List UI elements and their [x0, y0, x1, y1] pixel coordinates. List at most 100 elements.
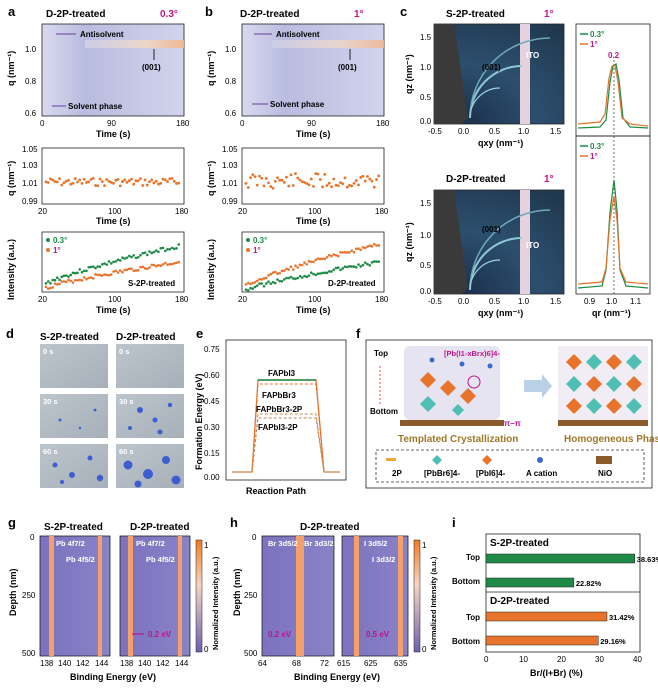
intensity-point: [334, 266, 338, 270]
panel-c-bottom-ito: [520, 190, 530, 294]
panel-f-arrow: [524, 374, 552, 398]
q-point: [175, 182, 178, 185]
intensity-point: [321, 271, 324, 275]
intensity-point: [316, 257, 320, 260]
intensity-point: [246, 281, 250, 285]
intensity-point: [246, 289, 250, 292]
panel-i-cat-1-0: Top: [466, 613, 480, 622]
q-point: [154, 179, 158, 183]
panel-b-legend-0: 0.3°: [253, 236, 267, 245]
intensity-point: [249, 282, 252, 286]
panel-g: g S-2P-treated D-2P-treated Pb 4f7/2 Pb …: [8, 515, 220, 682]
intensity-point: [280, 279, 284, 283]
intensity-point: [273, 270, 277, 274]
panel-g-peak-d-0: Pb 4f7/2: [136, 539, 165, 548]
q-point: [168, 177, 172, 181]
q-point: [249, 176, 252, 180]
intensity-point: [298, 274, 302, 278]
panel-b-xtick-1: 90: [307, 119, 316, 128]
intensity-point: [73, 271, 77, 275]
panel-c-bottom-ring-2: [469, 209, 551, 291]
intensity-point: [244, 283, 248, 286]
panel-c-bottom-ytick-2: 0.5: [420, 261, 432, 270]
panel-e-ytick-5: 0.00: [204, 473, 220, 482]
intensity-point: [87, 276, 91, 280]
panel-c-side-bottom-green: [577, 179, 649, 289]
q-point: [372, 185, 376, 189]
panel-i-xtick-1: 10: [519, 655, 528, 664]
intensity-point: [71, 271, 75, 275]
q-point: [287, 184, 291, 188]
panel-i-cat-0-1: Bottom: [452, 577, 480, 586]
panel-e-ytick-1: 0.60: [204, 371, 220, 380]
panel-g-cbar-label: Normalized Intensity (a.u.): [211, 556, 220, 650]
panel-c-top-ytick-3: 0.0: [420, 117, 432, 126]
intensity-point: [260, 278, 264, 281]
panel-g-shift: 0.2 eV: [148, 630, 172, 639]
panel-h-ytick-1: 250: [244, 591, 258, 600]
q-point: [269, 185, 273, 188]
intensity-point: [366, 262, 369, 266]
panel-c-side-top-axes: [575, 23, 651, 137]
panel-b-antisolvent: Antisolvent: [276, 30, 320, 39]
intensity-point: [132, 254, 136, 257]
intensity-point: [255, 284, 259, 287]
panel-a-band: [85, 40, 184, 48]
intensity-point: [78, 268, 82, 271]
intensity-point: [168, 262, 172, 266]
panel-h-map-i-peak-2: [398, 536, 403, 656]
panel-c-top-xlabel: qxy (nm⁻¹): [478, 138, 523, 148]
panel-a-ytick-1: 0.8: [25, 77, 37, 86]
intensity-point: [123, 257, 127, 260]
panel-c-bottom-peak: (001): [482, 225, 501, 234]
panel-b-q-ytick-1: 1.03: [222, 161, 238, 170]
intensity-point: [285, 276, 288, 280]
panel-a-q-xtick-0: 20: [38, 207, 47, 216]
intensity-point: [166, 263, 169, 267]
intensity-point: [325, 271, 329, 275]
q-point: [150, 178, 154, 182]
q-point: [316, 172, 320, 176]
intensity-point: [71, 281, 75, 284]
panel-f-homogeneous: Homogeneous Phase: [564, 434, 658, 445]
q-point: [161, 177, 165, 181]
intensity-point: [343, 251, 347, 254]
intensity-point: [80, 279, 84, 282]
panel-a-q-ytick-3: 0.99: [22, 197, 38, 206]
intensity-point: [332, 253, 336, 256]
intensity-point: [44, 285, 48, 289]
intensity-point: [361, 263, 365, 267]
panel-a-title: D-2P-treated: [46, 9, 105, 20]
q-point: [327, 181, 331, 185]
q-point: [89, 178, 93, 181]
panel-b-curve-label: D-2P-treated: [328, 279, 376, 288]
intensity-point: [67, 275, 70, 278]
panel-i-label-0-1: 22.82%: [576, 579, 602, 588]
panel-b-int-axes: [241, 231, 385, 293]
panel-c-top-ito: [520, 24, 530, 124]
panel-c-bottom-xtick-4: 1.5: [550, 297, 562, 306]
q-point: [62, 181, 66, 185]
panel-g-title-1: D-2P-treated: [130, 522, 189, 533]
q-point: [98, 177, 102, 181]
intensity-point: [127, 267, 131, 271]
intensity-point: [321, 257, 324, 260]
q-point: [49, 177, 52, 181]
panel-i-xtick-4: 40: [633, 655, 642, 664]
intensity-point: [118, 259, 122, 262]
intensity-point: [62, 274, 66, 278]
intensity-point: [82, 269, 86, 273]
panel-e-path-fapbi3-2p: [232, 417, 340, 473]
intensity-point: [53, 282, 57, 285]
intensity-point: [172, 262, 176, 265]
intensity-point: [60, 280, 64, 283]
q-point: [170, 176, 174, 180]
panel-d-photo-d-30: [116, 394, 184, 438]
panel-f-nio-layer-left: [400, 420, 504, 426]
panel-b-title: D-2P-treated: [240, 9, 299, 20]
intensity-point: [170, 262, 174, 266]
intensity-point: [55, 283, 59, 286]
panel-e-ytick-2: 0.45: [204, 397, 220, 406]
intensity-point: [103, 262, 106, 265]
panel-c-top-ring-2: [469, 37, 551, 119]
